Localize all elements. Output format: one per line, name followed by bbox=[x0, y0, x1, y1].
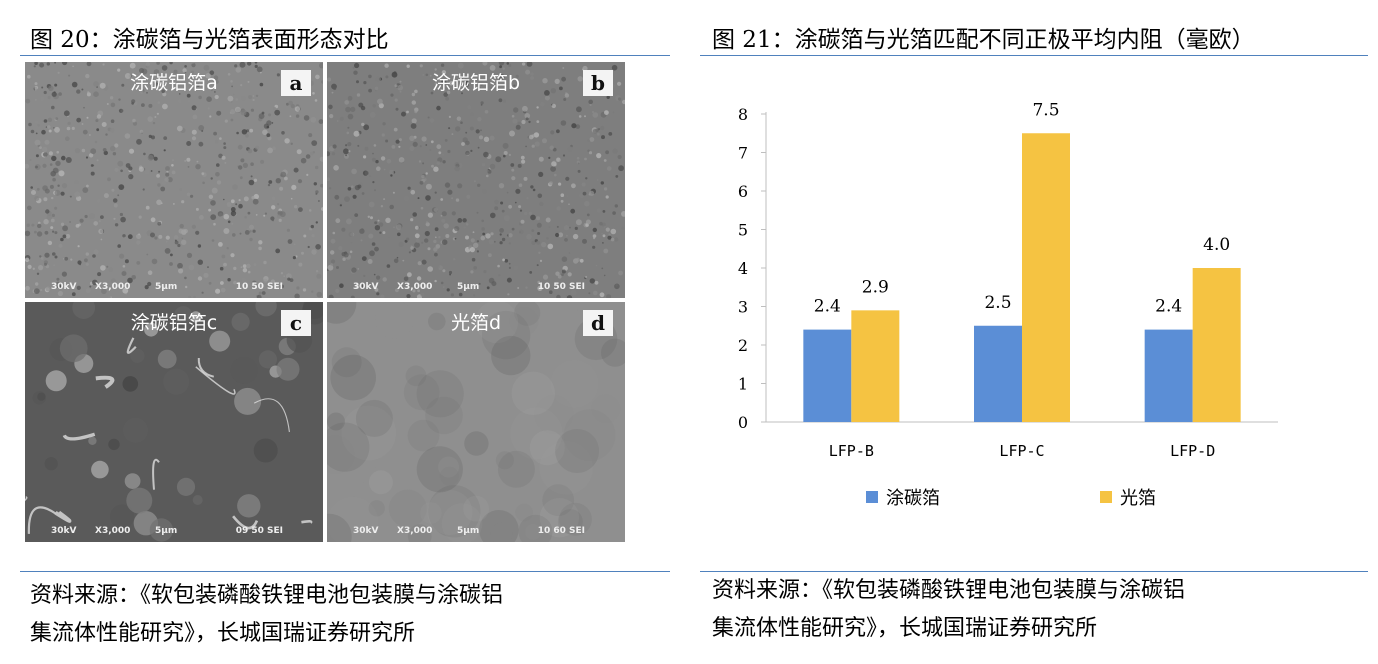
y-tick-label: 4 bbox=[738, 259, 748, 278]
bar-bare-foil bbox=[851, 310, 900, 422]
y-tick-label: 1 bbox=[738, 375, 748, 394]
sem-info: 10 50 SEI bbox=[537, 282, 585, 292]
sem-scale: 5μm bbox=[155, 282, 178, 292]
sem-image-a: 涂碳铝箔a a 30kV X3,000 5μm 10 50 SEI bbox=[25, 62, 323, 298]
sem-letter-badge: b bbox=[583, 70, 613, 96]
data-label: 2.5 bbox=[984, 293, 1011, 313]
y-tick-label: 7 bbox=[738, 144, 748, 163]
sem-letter-badge: a bbox=[281, 70, 311, 96]
sem-kv: 30kV bbox=[353, 282, 379, 292]
left-source-note: 资料来源：《软包装磷酸铁锂电池包装膜与涂碳铝 集流体性能研究》，长城国瑞证券研究… bbox=[30, 577, 503, 653]
left-title-rule bbox=[20, 55, 670, 56]
legend-item-coated-foil: 涂碳箔 bbox=[866, 484, 940, 510]
sem-letter-badge: c bbox=[281, 310, 311, 336]
data-label: 7.5 bbox=[1032, 100, 1059, 120]
data-label: 4.0 bbox=[1203, 235, 1230, 255]
right-title-rule bbox=[700, 55, 1368, 56]
sem-texture bbox=[327, 62, 625, 298]
sem-mag: X3,000 bbox=[397, 282, 433, 292]
sem-info: 10 60 SEI bbox=[537, 526, 585, 536]
sem-kv: 30kV bbox=[51, 526, 77, 536]
bar-bare-foil bbox=[1022, 133, 1070, 422]
sem-mag: X3,000 bbox=[397, 526, 433, 536]
legend-swatch-bare-foil bbox=[1100, 491, 1112, 503]
sem-mag: X3,000 bbox=[95, 282, 131, 292]
source-line: 集流体性能研究》，长城国瑞证券研究所 bbox=[30, 621, 416, 646]
sem-label: 涂碳铝箔b bbox=[431, 72, 521, 94]
sem-texture bbox=[25, 62, 323, 298]
sem-image-d: 光箔d d 30kV X3,000 5μm 10 60 SEI bbox=[327, 302, 625, 542]
x-category-label: LFP-D bbox=[1170, 442, 1215, 460]
x-category-label: LFP-B bbox=[829, 442, 874, 460]
right-source-note: 资料来源：《软包装磷酸铁锂电池包装膜与涂碳铝 集流体性能研究》，长城国瑞证券研究… bbox=[712, 572, 1185, 648]
y-tick-label: 2 bbox=[738, 336, 748, 355]
sem-scale: 5μm bbox=[155, 526, 178, 536]
sem-mag: X3,000 bbox=[95, 526, 131, 536]
sem-kv: 30kV bbox=[51, 282, 77, 292]
data-label: 2.9 bbox=[862, 277, 889, 297]
left-figure-title: 图 20：涂碳箔与光箔表面形态对比 bbox=[30, 27, 389, 53]
y-tick-label: 0 bbox=[738, 413, 748, 432]
source-line: 资料来源：《软包装磷酸铁锂电池包装膜与涂碳铝 bbox=[30, 583, 504, 608]
sem-info-bar: 30kV X3,000 5μm 09 50 SEI bbox=[51, 522, 283, 536]
sem-scale: 5μm bbox=[457, 526, 480, 536]
left-source-rule bbox=[20, 571, 670, 572]
bar-coated-foil bbox=[803, 329, 852, 422]
sem-label: 光箔d bbox=[450, 312, 502, 334]
source-line: 资料来源：《软包装磷酸铁锂电池包装膜与涂碳铝 bbox=[712, 578, 1186, 603]
y-tick-label: 3 bbox=[738, 298, 748, 317]
internal-resistance-bar-chart: 0 1 2 3 4 5 6 7 8 LFP-B 2.4 2.9 LFP-C 2.5 7.5 LFP-D 2.4 4… bbox=[738, 100, 1278, 460]
sem-info: 10 50 SEI bbox=[235, 282, 283, 292]
sem-kv: 30kV bbox=[353, 526, 379, 536]
legend-label: 光箔 bbox=[1120, 488, 1156, 509]
sem-texture bbox=[327, 302, 625, 542]
sem-scale: 5μm bbox=[457, 282, 480, 292]
y-tick-label: 8 bbox=[738, 105, 748, 124]
bar-coated-foil bbox=[1144, 329, 1193, 422]
legend-label: 涂碳箔 bbox=[886, 488, 940, 509]
bar-bare-foil bbox=[1192, 268, 1241, 422]
sem-letter-badge: d bbox=[583, 310, 613, 336]
sem-info-bar: 30kV X3,000 5μm 10 50 SEI bbox=[51, 278, 283, 292]
sem-info-bar: 30kV X3,000 5μm 10 50 SEI bbox=[353, 278, 585, 292]
sem-label: 涂碳铝箔a bbox=[130, 72, 218, 94]
data-label: 2.4 bbox=[814, 297, 841, 317]
right-figure-title: 图 21：涂碳箔与光箔匹配不同正极平均内阻（毫欧） bbox=[712, 27, 1255, 53]
sem-image-b: 涂碳铝箔b b 30kV X3,000 5μm 10 50 SEI bbox=[327, 62, 625, 298]
y-tick-label: 5 bbox=[738, 221, 748, 240]
data-label: 2.4 bbox=[1155, 297, 1182, 317]
sem-info-bar: 30kV X3,000 5μm 10 60 SEI bbox=[353, 522, 585, 536]
sem-label: 涂碳铝箔c bbox=[130, 312, 218, 334]
source-line: 集流体性能研究》，长城国瑞证券研究所 bbox=[712, 616, 1098, 641]
y-tick-label: 6 bbox=[738, 182, 748, 201]
legend-item-bare-foil: 光箔 bbox=[1100, 484, 1156, 510]
x-category-label: LFP-C bbox=[999, 442, 1044, 460]
sem-image-c: 涂碳铝箔c c 30kV X3,000 5μm 09 50 SEI bbox=[25, 302, 323, 542]
sem-info: 09 50 SEI bbox=[235, 526, 283, 536]
sem-texture bbox=[25, 302, 323, 542]
bar-coated-foil bbox=[974, 325, 1022, 422]
right-source-rule bbox=[700, 571, 1368, 572]
legend-swatch-coated-foil bbox=[866, 491, 878, 503]
